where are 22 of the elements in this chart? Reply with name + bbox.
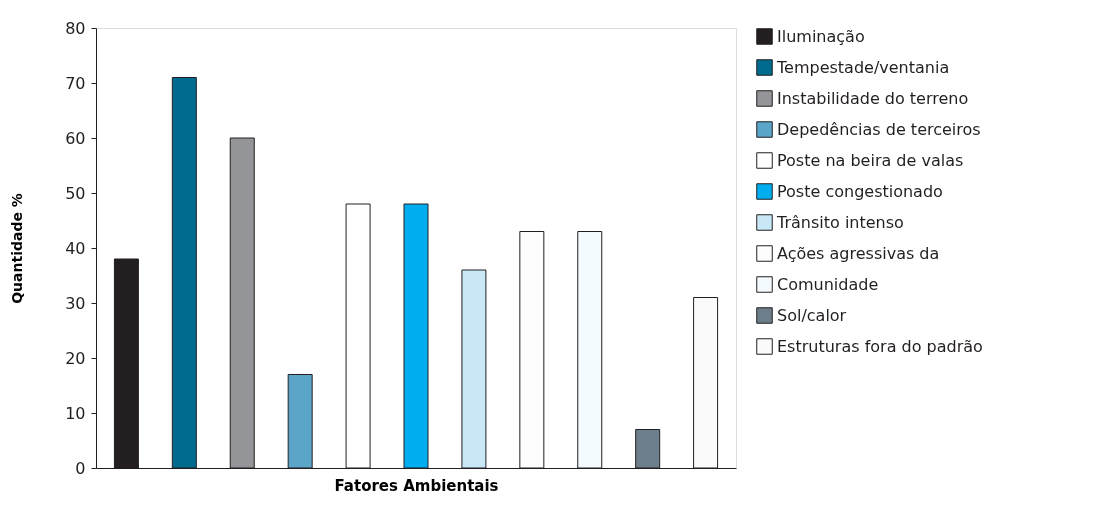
y-tick-label: 0 [75,458,86,478]
legend-label: Depedências de terceiros [777,119,981,139]
legend-label: Trânsito intenso [776,212,904,232]
y-tick-label: 50 [65,183,86,203]
y-tick-label: 70 [65,73,86,93]
legend-label: Poste congestionado [777,181,943,201]
y-tick-label: 20 [65,348,86,368]
y-tick-label: 80 [65,18,86,38]
legend-label: Tempestade/ventania [776,57,950,77]
y-tick-label: 30 [65,293,86,313]
legend-label: Poste na beira de valas [777,150,964,170]
legend-label: Ações agressivas da [777,243,940,263]
y-tick-label: 40 [65,238,86,258]
legend-label: Estruturas fora do padrão [777,336,983,356]
y-axis-title: Quantidade % [9,193,26,304]
legend-label: Comunidade [777,274,879,294]
legend-label: Instabilidade do terreno [777,88,969,108]
legend-label: Iluminação [777,26,865,46]
legend-label: Sol/calor [777,305,847,325]
y-tick-label: 60 [65,128,86,148]
x-axis-title: Fatores Ambientais [334,476,499,495]
y-tick-label: 10 [65,403,86,423]
